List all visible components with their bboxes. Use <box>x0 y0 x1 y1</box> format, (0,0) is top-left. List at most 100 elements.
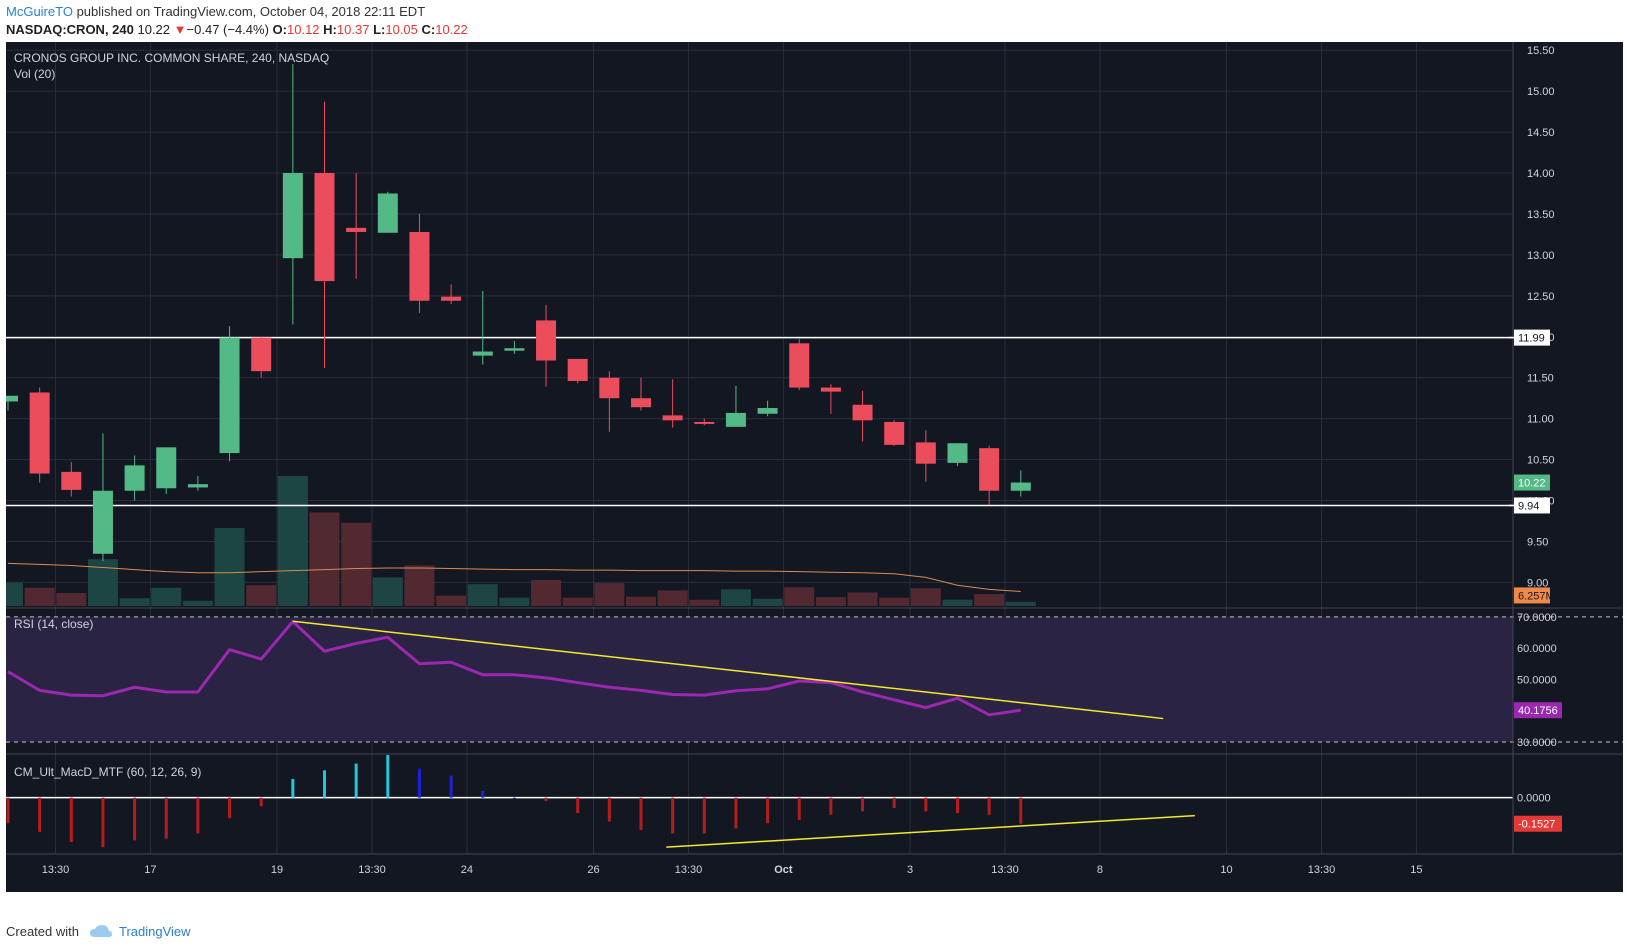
price-tick-label: 12.50 <box>1527 291 1555 303</box>
candle <box>662 379 683 428</box>
volume-bar <box>6 582 23 606</box>
x-tick-label: 13:30 <box>42 864 70 876</box>
low-value: 10.05 <box>385 22 418 37</box>
candle-body <box>156 447 177 489</box>
candle-body <box>599 377 620 399</box>
candle <box>820 384 841 414</box>
macd-bar <box>38 797 42 832</box>
candle-body <box>884 421 905 445</box>
volume-bar <box>341 522 372 606</box>
down-arrow-icon: ▼ <box>173 22 187 37</box>
candle <box>441 284 462 305</box>
price-tick-label: 13.00 <box>1527 250 1555 262</box>
volume-bar <box>815 597 846 606</box>
macd-bar <box>101 797 105 848</box>
candle-body <box>694 421 715 424</box>
volume-bar <box>499 597 530 606</box>
price-tick-label: 9.50 <box>1527 536 1548 548</box>
candle-body <box>187 484 208 488</box>
rsi-tick-label: 50.0000 <box>1517 674 1557 686</box>
rsi-line <box>7 620 1022 717</box>
volume-bar <box>626 596 656 606</box>
macd-bar <box>1019 797 1023 824</box>
macd-tick-label: 0.0000 <box>1517 793 1551 805</box>
candle-body <box>346 227 367 232</box>
created-with-text: Created with <box>6 924 79 939</box>
macd-bar <box>133 797 137 841</box>
candle-body <box>61 471 82 490</box>
high-value: 10.37 <box>336 22 370 37</box>
candle <box>789 339 810 391</box>
candle-body <box>662 415 683 421</box>
candle-body <box>409 231 430 301</box>
candle-body <box>282 173 303 259</box>
candle <box>725 385 746 427</box>
open-label: O: <box>272 22 287 37</box>
price-tick-label: 15.00 <box>1527 86 1555 98</box>
candle <box>631 377 651 411</box>
candle <box>29 387 50 483</box>
volume-bar <box>942 599 973 606</box>
open-value: 10.12 <box>287 22 320 37</box>
rsi-tick-label: 30.0000 <box>1517 737 1557 749</box>
candle-body <box>251 337 272 372</box>
candle <box>187 475 208 491</box>
macd-bar <box>671 797 675 834</box>
quote-line: NASDAQ:CRON, 240 10.22 ▼−0.47 (−4.4%) O:… <box>6 22 468 37</box>
candle <box>314 101 335 368</box>
candle-body <box>725 412 746 427</box>
published-text: published on TradingView.com, October 04… <box>76 4 426 19</box>
volume-bar <box>657 590 688 606</box>
candle-body <box>947 443 968 463</box>
price-tick-label: 9.00 <box>1527 577 1548 589</box>
close-value: 10.22 <box>435 22 468 37</box>
macd-bar <box>702 797 706 834</box>
macd-bar <box>449 775 453 798</box>
volume-bar <box>404 565 435 606</box>
tradingview-link[interactable]: TradingView <box>119 924 191 939</box>
support-price-badge: 9.94 <box>1509 497 1550 514</box>
chart-canvas[interactable]: 15.5015.0014.5014.0013.5013.0012.5012.00… <box>6 42 1623 892</box>
candle-body <box>504 348 525 351</box>
volume-ma-line <box>7 562 1021 592</box>
change-value: −0.47 (−4.4%) <box>186 22 269 37</box>
macd-bar <box>987 797 991 815</box>
macd-bar <box>544 797 548 802</box>
x-tick-label: 13:30 <box>991 864 1019 876</box>
volume-bar <box>784 587 815 606</box>
author-link[interactable]: McGuireTO <box>6 4 73 19</box>
x-tick-label: 13:30 <box>358 864 386 876</box>
candle <box>504 340 525 354</box>
macd-bar <box>861 797 865 812</box>
candle-body <box>6 395 18 402</box>
chart-frame[interactable]: 15.5015.0014.5014.0013.5013.0012.5012.00… <box>6 42 1623 892</box>
macd-bar <box>228 797 232 819</box>
x-tick-label: 26 <box>587 864 599 876</box>
macd-bar <box>291 778 295 798</box>
macd-bar <box>766 797 770 824</box>
volume-bar <box>974 594 1005 606</box>
macd-pane-title: CM_Ult_MacD_MTF (60, 12, 26, 9) <box>14 765 202 779</box>
candle-body <box>1010 482 1031 491</box>
macd-bar <box>386 755 390 798</box>
publish-line: McGuireTO published on TradingView.com, … <box>6 4 425 19</box>
candle <box>1010 470 1031 497</box>
macd-bar <box>892 797 896 808</box>
symbol: NASDAQ:CRON, 240 <box>6 22 134 37</box>
macd-bar <box>6 797 10 824</box>
candle <box>472 290 493 365</box>
candle <box>852 390 873 442</box>
candle-body <box>820 387 841 392</box>
macd-bar <box>259 797 263 807</box>
volume-bar <box>531 580 562 606</box>
candle <box>346 173 367 279</box>
x-tick-label: 13:30 <box>1308 864 1336 876</box>
candle-body <box>441 296 462 301</box>
candle <box>536 304 557 387</box>
volume-bar <box>277 476 308 606</box>
candle-body <box>852 404 873 421</box>
badge-bg <box>1514 474 1550 491</box>
price-tick-label: 11.00 <box>1527 414 1554 426</box>
volume-bar <box>24 587 55 606</box>
badge-bg <box>1514 587 1550 604</box>
